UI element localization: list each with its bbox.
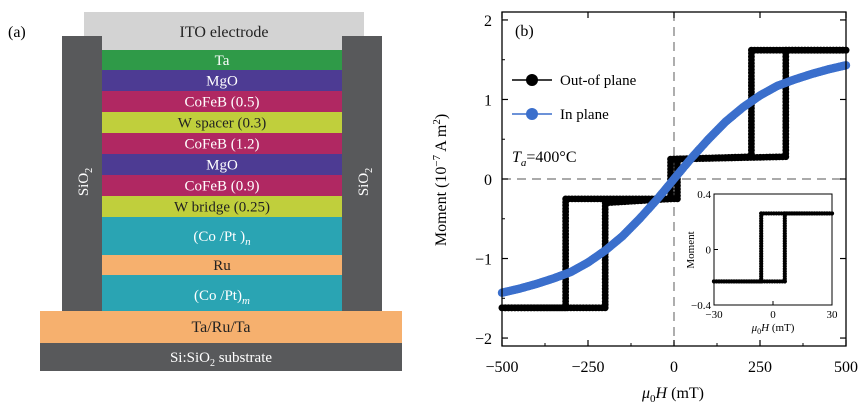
x-tick-label: 0 <box>670 359 678 376</box>
ta-ru-ta-label: Ta/Ru/Ta <box>191 319 250 336</box>
x-tick-label: −250 <box>571 359 604 376</box>
layer-label-7: W bridge (0.25) <box>174 200 270 216</box>
panel-a-label: (a) <box>8 24 26 41</box>
layer-label-2: CoFeB (0.5) <box>185 95 260 111</box>
layer-label-9: Ru <box>213 258 231 274</box>
y-tick-label: −1 <box>475 252 492 269</box>
x-tick-label: −500 <box>485 359 518 376</box>
x-tick-label: 250 <box>748 359 772 376</box>
legend-marker-out-of-plane <box>526 74 538 86</box>
inset-y-tick-label: 0.4 <box>697 189 711 201</box>
x-axis-label: μ0H (mT) <box>641 385 704 405</box>
hysteresis-chart: −500 −250 0 250 500 −2 −1 0 1 2 (b) Out-of plane … <box>431 12 858 405</box>
legend-label-out-of-plane: Out-of plane <box>560 73 637 89</box>
y-tick-label: 0 <box>484 172 492 189</box>
layer-label-3: W spacer (0.3) <box>178 116 266 132</box>
layer-label-4: CoFeB (1.2) <box>185 137 260 153</box>
inset-x-axis-label: μ0H (mT) <box>751 322 795 336</box>
ito-electrode-label: ITO electrode <box>180 24 269 41</box>
layer-stack: Ta MgO CoFeB (0.5) W spacer (0.3) CoFeB (1.2… <box>102 50 342 315</box>
legend-label-in-plane: In plane <box>560 107 609 123</box>
inset-y-tick-label: 0 <box>706 245 712 257</box>
annealing-temperature-annotation: Ta=400°C <box>512 149 577 169</box>
panel-b-label: (b) <box>515 23 534 40</box>
y-tick-label: 1 <box>484 92 492 109</box>
inset-background <box>714 194 832 305</box>
layer-label-1: MgO <box>206 74 238 90</box>
legend: Out-of plane In plane <box>512 73 637 123</box>
layer-label-0: Ta <box>215 53 230 69</box>
y-tick-label: 2 <box>484 13 492 30</box>
x-tick-label: 500 <box>834 359 858 376</box>
legend-marker-in-plane <box>526 108 538 120</box>
y-tick-label: −2 <box>475 331 492 348</box>
inset-y-tick-label: −0.4 <box>691 300 711 312</box>
y-axis-label: Moment (10−7 A m2) <box>431 114 450 246</box>
inset-x-tick-label: 30 <box>827 309 839 321</box>
layer-label-5: MgO <box>206 158 238 174</box>
layer-label-6: CoFeB (0.9) <box>185 179 260 195</box>
inset-y-axis-label: Moment <box>685 231 697 268</box>
inset-x-tick-label: 0 <box>770 309 776 321</box>
inset-chart: −30 0 30−0.400.4 μ0H (mT) Moment <box>685 189 838 336</box>
